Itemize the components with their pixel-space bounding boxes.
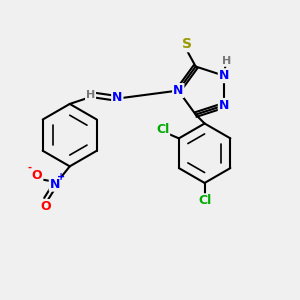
Text: O: O [41, 200, 51, 213]
Text: H: H [86, 90, 95, 100]
Text: Cl: Cl [198, 194, 211, 207]
Text: N: N [112, 92, 122, 104]
Text: S: S [182, 37, 192, 51]
Text: H: H [222, 56, 232, 66]
Text: N: N [219, 69, 229, 82]
Text: N: N [173, 84, 183, 97]
Text: Cl: Cl [156, 123, 169, 136]
Text: +: + [57, 172, 65, 182]
Text: -: - [28, 163, 31, 173]
Text: N: N [50, 178, 60, 191]
Text: O: O [32, 169, 42, 182]
Text: N: N [219, 99, 229, 112]
